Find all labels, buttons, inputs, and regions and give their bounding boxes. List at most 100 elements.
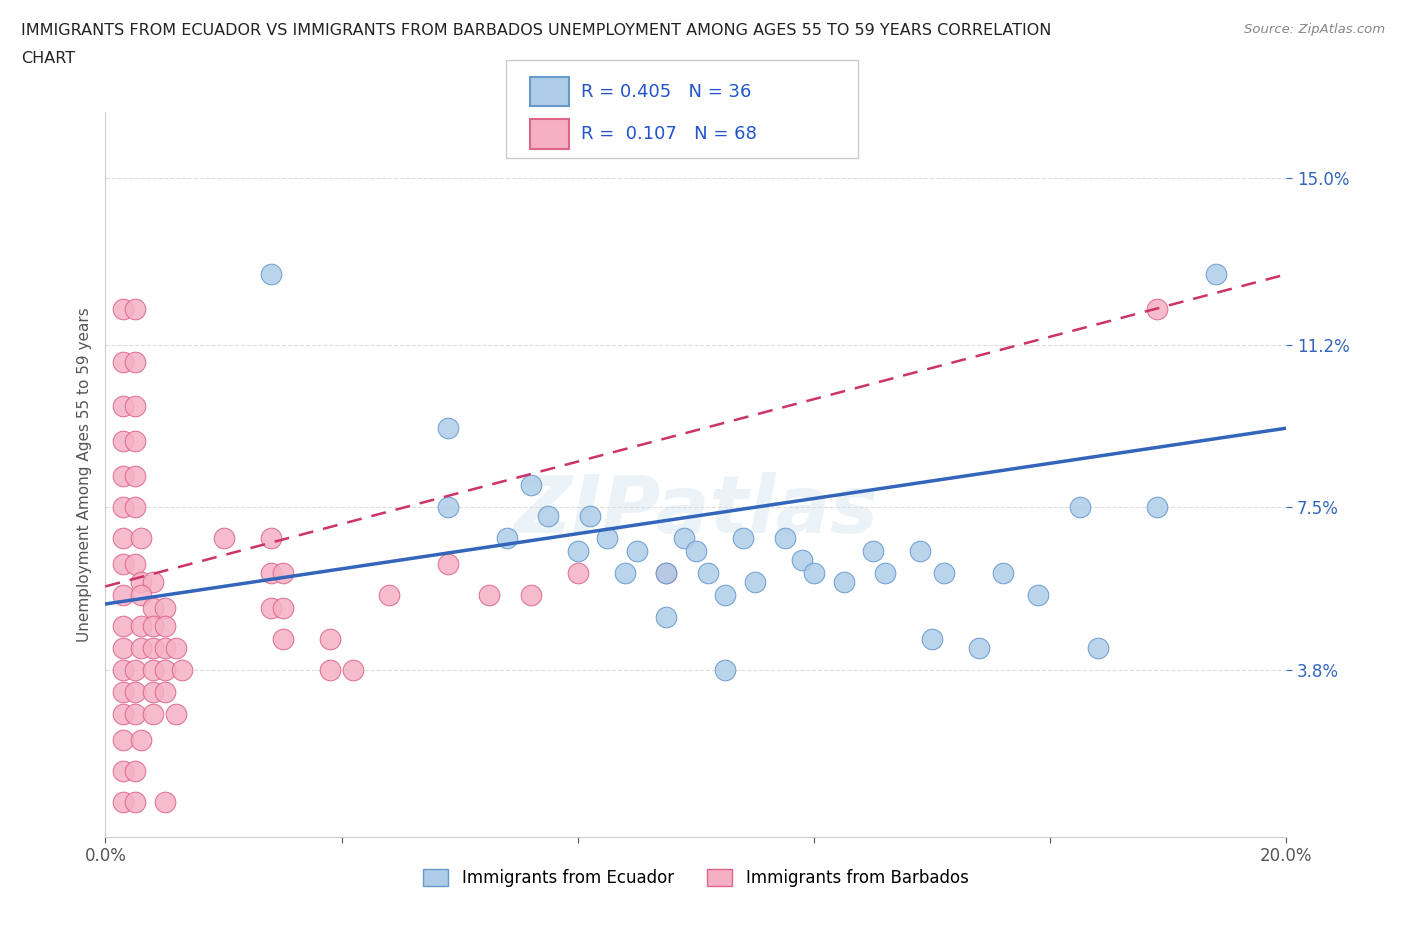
Point [129,641,152,656]
Point [991,565,1014,580]
Point [165,641,187,656]
Point [342,662,364,677]
Point [519,588,541,603]
Text: R =  0.107   N = 68: R = 0.107 N = 68 [581,125,756,143]
Point [112,588,135,603]
Text: IMMIGRANTS FROM ECUADOR VS IMMIGRANTS FROM BARBADOS UNEMPLOYMENT AMONG AGES 55 T: IMMIGRANTS FROM ECUADOR VS IMMIGRANTS FR… [21,23,1052,38]
Point [319,631,342,646]
Point [932,565,955,580]
Point [921,631,943,646]
Point [129,733,152,748]
Point [614,565,637,580]
Point [862,544,884,559]
Point [260,267,283,282]
Point [112,399,135,414]
Point [124,354,146,369]
Point [212,531,235,546]
Point [1028,588,1050,603]
Point [124,499,146,514]
Point [124,684,146,699]
Point [319,662,342,677]
Point [124,662,146,677]
Point [165,707,187,722]
Point [112,434,135,449]
Point [129,588,152,603]
Point [153,662,176,677]
Point [142,641,165,656]
Point [437,499,460,514]
Point [112,557,135,572]
Point [626,544,648,559]
Point [124,794,146,809]
Point [112,531,135,546]
Point [478,588,501,603]
Point [260,565,283,580]
Point [655,565,678,580]
Text: R = 0.405   N = 36: R = 0.405 N = 36 [581,83,751,100]
Point [792,552,814,567]
Point [112,469,135,484]
Point [969,641,991,656]
Text: CHART: CHART [21,51,75,66]
Point [142,601,165,616]
Point [124,302,146,317]
Point [129,575,152,590]
Point [537,509,560,524]
Point [578,509,600,524]
Point [1146,302,1168,317]
Point [142,575,165,590]
Point [124,469,146,484]
Point [567,544,589,559]
Point [496,531,519,546]
Point [596,531,619,546]
Point [112,684,135,699]
Point [714,588,737,603]
Point [112,764,135,778]
Point [271,601,294,616]
Point [655,610,678,625]
Point [112,354,135,369]
Point [112,733,135,748]
Point [832,575,855,590]
Point [733,531,755,546]
Point [673,531,696,546]
Point [378,588,401,603]
Point [124,399,146,414]
Point [124,434,146,449]
Point [112,794,135,809]
Point [142,618,165,633]
Point [153,684,176,699]
Point [437,557,460,572]
Point [714,662,737,677]
Point [773,531,796,546]
Point [803,565,825,580]
Point [1146,499,1168,514]
Point [153,641,176,656]
Point [271,565,294,580]
Point [696,565,718,580]
Point [655,565,678,580]
Point [873,565,896,580]
Point [567,565,589,580]
Point [172,662,194,677]
Y-axis label: Unemployment Among Ages 55 to 59 years: Unemployment Among Ages 55 to 59 years [76,307,91,642]
Text: ZIPatlas: ZIPatlas [513,472,879,550]
Point [112,662,135,677]
Point [153,794,176,809]
Point [112,499,135,514]
Point [744,575,766,590]
Point [112,641,135,656]
Point [1069,499,1091,514]
Point [142,662,165,677]
Point [124,557,146,572]
Point [124,707,146,722]
Point [153,618,176,633]
Point [112,618,135,633]
Point [1205,267,1227,282]
Point [129,618,152,633]
Point [437,420,460,435]
Point [910,544,932,559]
Point [112,707,135,722]
Point [260,601,283,616]
Point [685,544,707,559]
